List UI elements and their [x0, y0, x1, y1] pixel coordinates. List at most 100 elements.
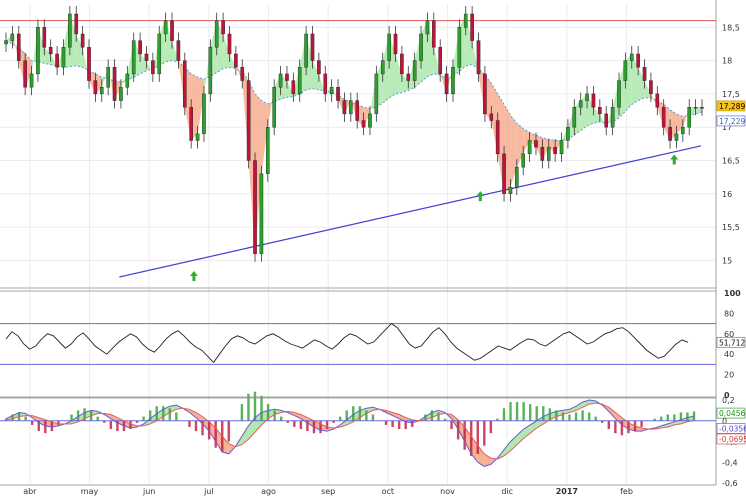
candle-body — [74, 13, 79, 35]
ma-gap-segment — [587, 93, 594, 126]
macd-histogram-bar — [201, 420, 204, 436]
ma-gap-segment — [312, 60, 319, 90]
macd-fill-segment — [156, 409, 164, 421]
macd-fill-segment — [608, 407, 616, 419]
macd-histogram-bar — [470, 420, 473, 457]
candle-body — [617, 80, 621, 108]
macd-histogram-bar — [463, 420, 466, 450]
macd-fill-segment — [359, 408, 367, 418]
candle-body — [489, 113, 494, 121]
candle-body — [4, 40, 8, 45]
macd-fill-segment — [458, 419, 465, 442]
macd-histogram-bar — [50, 420, 54, 432]
macd-fill-segment — [667, 421, 675, 427]
candle-body — [80, 33, 85, 48]
candle-body — [540, 146, 545, 161]
macd-hist-badge-bg — [716, 407, 746, 419]
macd-histogram-bar — [207, 420, 211, 440]
candle-body — [138, 40, 142, 55]
time-axis: abr may jun jul ago sep oct nov dic 2017 feb — [23, 487, 633, 496]
candle-body — [419, 33, 423, 61]
macd-histogram-bar — [148, 410, 152, 421]
macd-histogram-bar — [371, 414, 375, 421]
macd-histogram-bar — [384, 420, 388, 425]
macd-histogram-bar — [345, 410, 348, 421]
candle-body — [463, 13, 468, 28]
candle-body — [329, 87, 334, 95]
ma-value-badge: 17,229 — [719, 117, 745, 126]
candle-body — [259, 173, 264, 254]
candle-body — [681, 126, 685, 135]
macd-histogram-bar — [614, 420, 617, 434]
candle-body — [400, 53, 404, 75]
oscillator-value-badge: 51,712 — [719, 338, 745, 347]
candle-body — [253, 160, 257, 254]
up-arrow-icon — [476, 191, 485, 202]
macd-histogram-bar — [319, 420, 322, 434]
oscillator-tick-label: 0 — [724, 391, 730, 400]
macd-histogram-bar — [483, 420, 486, 446]
macd-fill-segment — [189, 409, 197, 418]
macd-histogram-bar — [535, 406, 538, 421]
candle-body — [42, 27, 47, 48]
oscillator-tick-label: 80 — [724, 309, 734, 318]
macd-histogram-bar — [404, 420, 407, 430]
macd-histogram-bar — [574, 412, 578, 421]
macd-histogram-bar — [188, 420, 191, 427]
macd-histogram-bar — [686, 412, 689, 421]
macd-fill-segment — [215, 428, 223, 452]
candle-body — [515, 166, 519, 188]
candle-body — [227, 33, 232, 55]
price-tick-label: 17,5 — [722, 90, 740, 99]
candle-body — [661, 107, 666, 128]
candle-body — [470, 13, 474, 41]
macd-histogram-bar — [594, 416, 597, 421]
macd-histogram-bar — [411, 420, 414, 427]
macd-panel — [0, 391, 716, 467]
macd-histogram-bar — [306, 420, 309, 432]
macd-fill-segment — [576, 402, 583, 411]
macd-tick-label: 0 — [722, 417, 727, 426]
macd-histogram-bar — [568, 414, 571, 421]
candle-body — [297, 67, 302, 95]
last-price-badge: 17,289 — [719, 102, 745, 111]
oscillator-value-badge-bg — [716, 336, 746, 348]
ma-gap-segment — [140, 53, 147, 74]
macd-histogram-bar — [332, 420, 335, 423]
candle-body — [349, 100, 353, 115]
candle-body — [272, 87, 276, 128]
macd-histogram-bar — [103, 420, 106, 423]
ma-gap-segment — [427, 20, 434, 77]
macd-histogram-bar — [673, 414, 676, 421]
candle-body — [240, 67, 245, 81]
price-tick-label: 18 — [722, 57, 732, 66]
candle-body — [642, 67, 647, 81]
candle-body — [189, 107, 193, 141]
candle-body — [68, 13, 72, 48]
macd-tick-label: 0,2 — [722, 396, 735, 405]
candle-body — [304, 33, 308, 68]
candle-body — [693, 107, 698, 109]
macd-histogram-bar — [11, 414, 14, 421]
macd-histogram — [4, 391, 696, 457]
macd-histogram-bar — [587, 412, 591, 421]
macd-hist-badge: 0,0456 — [719, 409, 745, 418]
macd-histogram-bar — [581, 410, 584, 421]
macd-fill-segment — [222, 436, 229, 454]
candle-body — [246, 80, 251, 161]
candle-body — [374, 73, 379, 115]
candle-body — [61, 47, 66, 68]
macd-fill-segment — [503, 441, 511, 457]
oscillator-tick-label: 100 — [724, 289, 741, 298]
macd-fill-segment — [484, 453, 491, 467]
candle-body — [572, 107, 577, 128]
macd-fill-segment — [169, 405, 177, 413]
candle-body — [119, 87, 123, 101]
macd-histogram-bar — [489, 420, 493, 434]
macd-histogram-bar — [391, 420, 394, 427]
candle-body — [48, 47, 53, 55]
price-tick-label: 17 — [722, 123, 732, 132]
macd-fill-segment — [320, 423, 328, 432]
candle-body — [508, 186, 513, 194]
macd-fill-segment — [202, 416, 210, 432]
